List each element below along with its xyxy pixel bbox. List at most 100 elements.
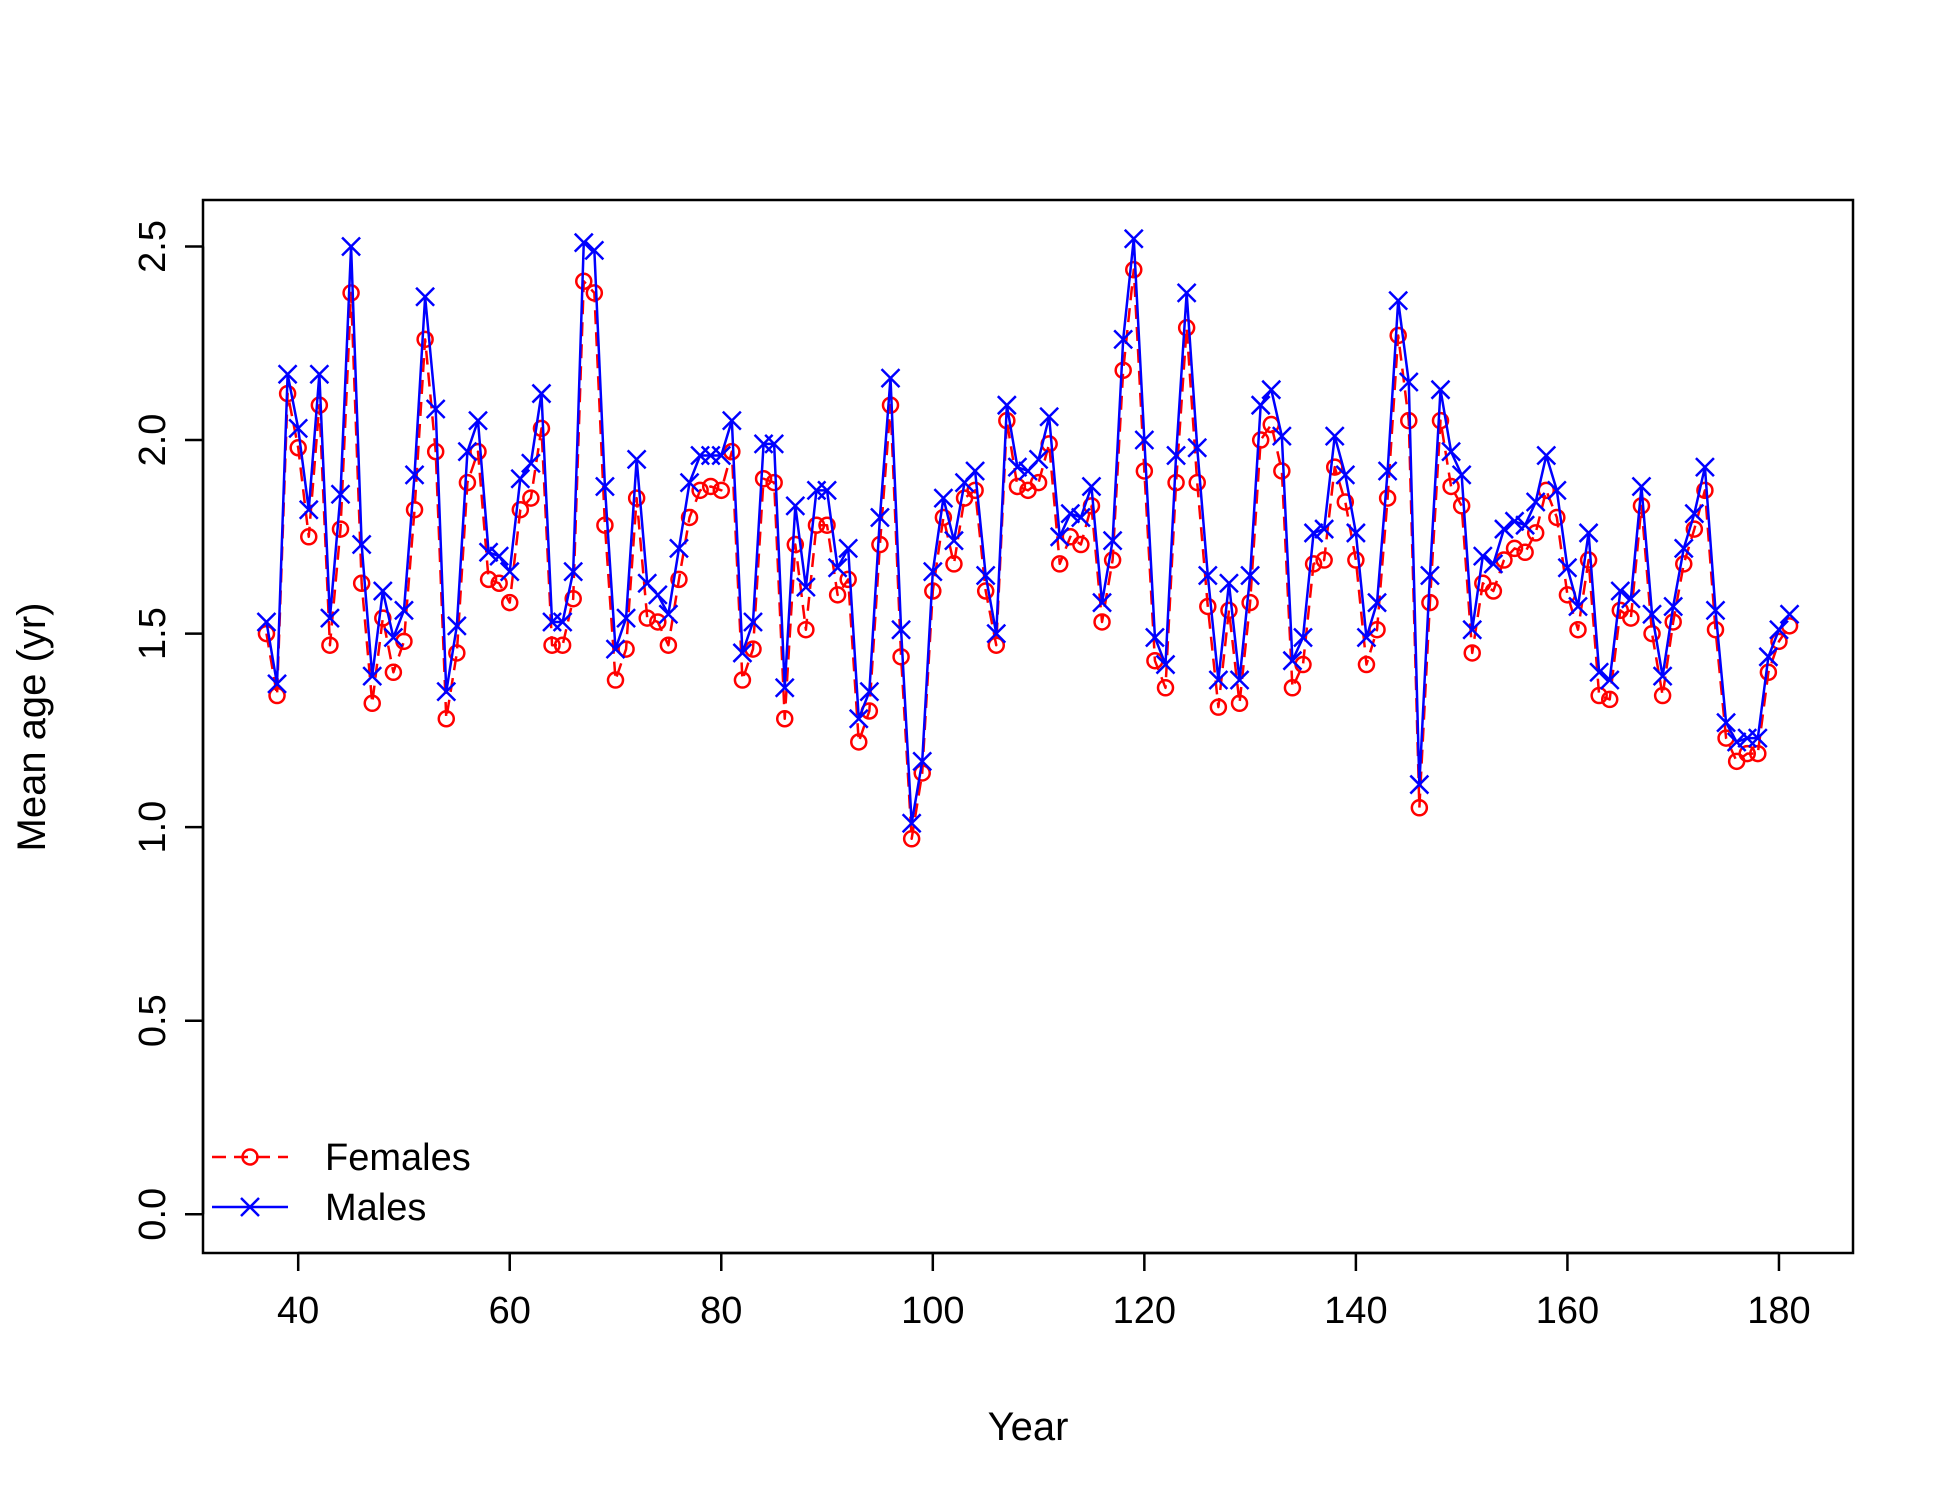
- data-point-females: [331, 520, 350, 538]
- data-point-males: [922, 561, 943, 582]
- data-point-males: [1515, 515, 1535, 536]
- data-point-females: [1029, 473, 1048, 492]
- data-point-females: [384, 663, 403, 682]
- x-tick-label: 180: [1747, 1290, 1810, 1332]
- data-point-males: [288, 418, 309, 439]
- data-point-males: [1409, 774, 1430, 795]
- series-line-females: [265, 268, 1791, 841]
- data-point-males: [521, 453, 541, 474]
- data-point-females: [1273, 462, 1291, 480]
- legend-marker-males: [240, 1197, 260, 1217]
- legend-item-males: Males: [212, 1187, 426, 1229]
- data-point-females: [448, 644, 466, 662]
- data-point-females: [1442, 477, 1460, 496]
- data-point-males: [1716, 712, 1736, 733]
- data-point-females: [945, 555, 963, 573]
- data-point-males: [394, 600, 414, 621]
- data-point-males: [1663, 596, 1684, 617]
- data-point-males: [1589, 662, 1610, 683]
- data-point-males: [986, 623, 1007, 644]
- data-point-females: [934, 508, 953, 527]
- data-point-males: [1250, 395, 1271, 416]
- x-tick-label: 160: [1536, 1290, 1599, 1332]
- data-point-males: [1546, 480, 1567, 501]
- data-point-males: [383, 627, 404, 648]
- data-point-males: [1113, 329, 1134, 350]
- data-point-males: [1367, 592, 1387, 613]
- data-point-females: [426, 442, 445, 461]
- data-point-males: [891, 619, 911, 640]
- data-point-females: [1738, 744, 1756, 763]
- data-point-males: [975, 565, 996, 586]
- data-point-males: [658, 604, 679, 625]
- y-tick-label: 2.0: [132, 414, 174, 467]
- data-point-females: [1008, 477, 1027, 496]
- data-point-males: [827, 557, 848, 578]
- data-point-males: [330, 484, 351, 505]
- data-point-males: [1071, 507, 1091, 528]
- data-point-females: [1548, 508, 1566, 527]
- data-point-males: [1388, 290, 1409, 311]
- data-point-males: [743, 612, 763, 632]
- data-point-males: [1145, 627, 1165, 648]
- data-point-females: [807, 516, 826, 534]
- data-point-females: [1590, 686, 1608, 705]
- data-point-females: [1241, 593, 1259, 612]
- series-males: [256, 228, 1800, 834]
- data-point-females: [976, 582, 995, 600]
- data-point-males: [1610, 581, 1631, 601]
- data-point-males: [721, 410, 742, 431]
- data-point-males: [457, 441, 478, 462]
- y-tick-label: 0.5: [132, 994, 174, 1047]
- data-point-males: [436, 681, 457, 702]
- data-point-females: [659, 636, 678, 654]
- x-tick-label: 140: [1324, 1290, 1387, 1332]
- data-point-males: [1377, 461, 1398, 481]
- data-point-males: [1578, 523, 1599, 543]
- data-point-females: [775, 710, 794, 728]
- data-point-females: [649, 613, 667, 631]
- data-point-females: [850, 733, 868, 751]
- data-point-males: [669, 538, 689, 559]
- data-point-females: [1463, 644, 1481, 662]
- legend-label-males: Males: [325, 1187, 426, 1229]
- data-point-females: [1199, 597, 1217, 616]
- data-point-females: [342, 284, 360, 302]
- data-point-males: [1166, 445, 1186, 466]
- data-point-females: [1505, 539, 1524, 558]
- data-point-females: [1569, 620, 1587, 639]
- x-tick-label: 80: [700, 1290, 742, 1332]
- data-point-females: [1622, 609, 1640, 627]
- data-point-females: [469, 442, 487, 461]
- data-point-females: [490, 574, 508, 593]
- data-point-males: [880, 368, 901, 388]
- data-point-males: [626, 449, 647, 470]
- data-point-males: [1494, 519, 1514, 539]
- data-point-males: [1420, 565, 1440, 586]
- data-point-females: [1653, 686, 1672, 705]
- data-point-males: [1123, 228, 1144, 249]
- data-point-females: [458, 473, 477, 492]
- data-point-females: [511, 500, 530, 519]
- legend-marker-females: [241, 1148, 259, 1166]
- data-point-males: [679, 472, 700, 493]
- data-point-males: [817, 480, 837, 501]
- data-point-males: [267, 674, 287, 694]
- data-point-males: [415, 286, 435, 307]
- data-point-males: [1705, 600, 1726, 621]
- data-point-males: [256, 612, 277, 632]
- data-point-males: [489, 546, 510, 567]
- data-point-males: [468, 410, 488, 431]
- data-point-females: [1516, 543, 1534, 562]
- data-point-females: [1156, 679, 1175, 697]
- data-point-males: [1557, 557, 1578, 578]
- data-point-females: [1749, 744, 1767, 763]
- data-point-males: [848, 708, 869, 729]
- data-point-females: [1093, 613, 1111, 631]
- x-axis-label: Year: [988, 1405, 1069, 1449]
- y-tick-label: 1.0: [132, 801, 174, 854]
- data-point-males: [1472, 546, 1493, 567]
- data-point-males: [478, 542, 499, 563]
- y-tick-label: 1.5: [132, 607, 174, 660]
- data-point-females: [680, 508, 699, 527]
